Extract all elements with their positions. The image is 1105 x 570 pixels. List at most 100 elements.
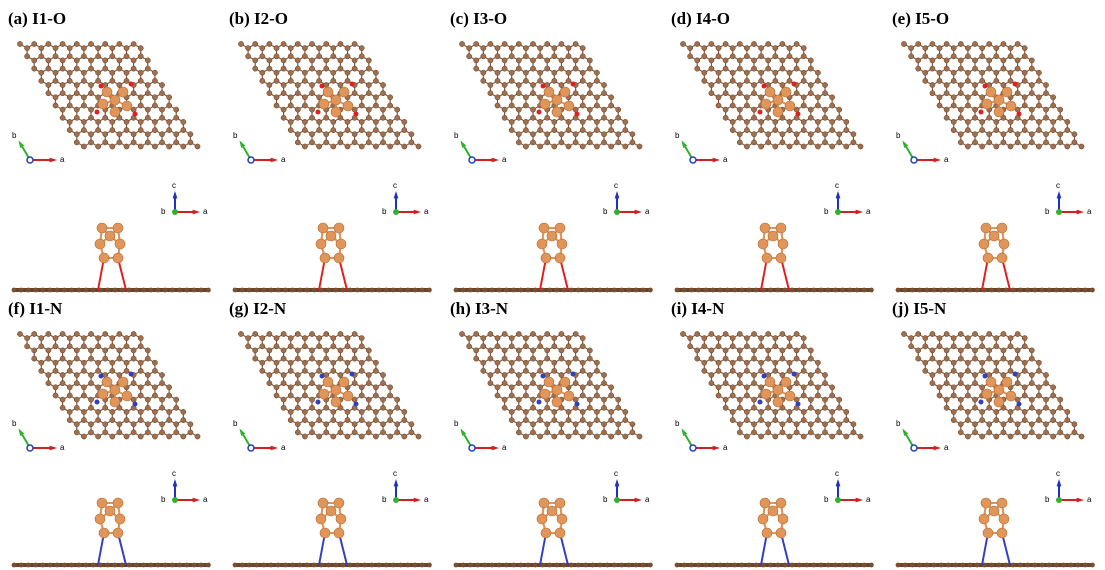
cu-atom (979, 514, 989, 524)
atom (174, 405, 179, 410)
atom (1036, 418, 1041, 423)
atom (159, 107, 164, 112)
atom (766, 331, 771, 336)
atom (152, 385, 157, 390)
atom (88, 405, 93, 410)
atom (844, 119, 849, 124)
atom (994, 70, 999, 75)
atom (530, 140, 535, 145)
o-atom (541, 84, 546, 89)
atom (26, 288, 31, 293)
atom (759, 336, 764, 341)
atom (420, 288, 425, 293)
atom (88, 66, 93, 71)
atom (380, 381, 385, 386)
axis-label: c (172, 469, 176, 478)
atom (972, 397, 977, 402)
atom (131, 66, 136, 71)
atom (626, 288, 631, 293)
atom (530, 41, 535, 46)
atom (580, 144, 585, 149)
atom (32, 58, 37, 63)
axis-label: b (896, 419, 901, 428)
cu-atom (555, 253, 565, 263)
atom (302, 336, 307, 341)
cu-atom (761, 99, 771, 109)
atom (958, 331, 963, 336)
atom (1076, 563, 1081, 568)
atom (594, 418, 599, 423)
atom (366, 115, 371, 120)
cu-atom (323, 377, 333, 387)
atom (317, 344, 322, 349)
atom (124, 144, 129, 149)
atom (787, 70, 792, 75)
atom (523, 360, 528, 365)
atom (545, 41, 550, 46)
atom (369, 288, 374, 293)
cu-atom (999, 514, 1009, 524)
atom (730, 368, 735, 373)
o-atom (796, 112, 801, 117)
atom (916, 348, 921, 353)
atom (317, 418, 322, 423)
atom (103, 430, 108, 435)
atom (573, 132, 578, 137)
atom (81, 70, 86, 75)
atom (869, 563, 874, 568)
atom (566, 78, 571, 83)
atom (780, 41, 785, 46)
atom (804, 288, 809, 293)
atom (1001, 422, 1006, 427)
atom (972, 430, 977, 435)
atom (932, 563, 937, 568)
atom (117, 356, 122, 361)
atom (1008, 434, 1013, 439)
atom (495, 54, 500, 59)
atom (533, 288, 538, 293)
atom (309, 405, 314, 410)
atom (309, 107, 314, 112)
atom (980, 434, 985, 439)
atom (837, 397, 842, 402)
atom (338, 58, 343, 63)
atom (716, 385, 721, 390)
atom (474, 348, 479, 353)
atom (148, 563, 153, 568)
atom (980, 119, 985, 124)
atom (1001, 356, 1006, 361)
atom (331, 144, 336, 149)
atom (373, 128, 378, 133)
atom (768, 563, 773, 568)
atom (744, 78, 749, 83)
atom (759, 344, 764, 349)
atom (124, 336, 129, 341)
atom (851, 430, 856, 435)
atom (723, 91, 728, 96)
atom (76, 563, 81, 568)
atom (994, 344, 999, 349)
atom (916, 356, 921, 361)
atom (944, 58, 949, 63)
atom (55, 288, 60, 293)
cu-atom (99, 253, 109, 263)
atom (195, 144, 200, 149)
atom (260, 70, 265, 75)
axis-label: a (60, 443, 65, 452)
atom (495, 393, 500, 398)
atom (530, 397, 535, 402)
atom (60, 381, 65, 386)
atom (131, 356, 136, 361)
panel-label: (e) I5-O (892, 9, 949, 28)
cu-atom (316, 239, 326, 249)
atom (601, 107, 606, 112)
atom (637, 434, 642, 439)
atom (1015, 422, 1020, 427)
atom (131, 348, 136, 353)
atom (601, 430, 606, 435)
atom (288, 360, 293, 365)
atom (930, 372, 935, 377)
atom (395, 405, 400, 410)
atom (716, 393, 721, 398)
atom (112, 288, 117, 293)
